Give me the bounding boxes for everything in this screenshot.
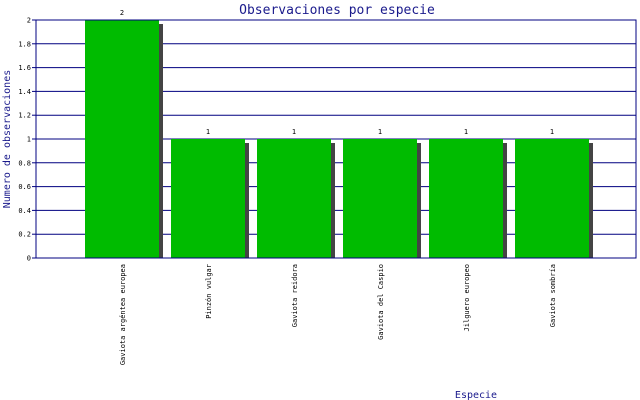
bar [257, 139, 331, 258]
y-tick-label: 0 [27, 255, 31, 263]
data-label: 1 [550, 128, 554, 136]
bar-shadow [159, 24, 163, 258]
x-tick-labels: Gaviota argéntea europea Pinzón vulgar Gav… [119, 264, 557, 365]
data-label: 1 [464, 128, 468, 136]
y-tick-label: 0.8 [18, 159, 31, 167]
bar-shadow [417, 143, 421, 258]
y-tick-label: 1.8 [18, 40, 31, 48]
y-axis-title: Numero de observaciones [2, 70, 13, 208]
data-label: 1 [206, 128, 210, 136]
data-label: 2 [120, 9, 124, 17]
bar [515, 139, 589, 258]
x-axis-title: Especie [455, 390, 497, 400]
x-tick-label: Gaviota sombría [549, 264, 557, 327]
bar [343, 139, 417, 258]
x-tick-label: Jilguero europeo [463, 264, 471, 331]
bar [429, 139, 503, 258]
y-tick-label: 1.6 [18, 64, 31, 72]
data-label: 1 [292, 128, 296, 136]
y-tick-label: 1.2 [18, 112, 31, 120]
y-tick-label: 1 [27, 136, 31, 144]
bars [85, 20, 593, 258]
bar-shadow [331, 143, 335, 258]
y-tick-label: 0.6 [18, 183, 31, 191]
bar-shadow [245, 143, 249, 258]
plot-border [35, 19, 637, 259]
plot-frame [35, 19, 637, 259]
data-label: 1 [378, 128, 382, 136]
bar [171, 139, 245, 258]
bar [85, 20, 159, 258]
data-labels: 2 1 1 1 1 1 [120, 9, 554, 136]
x-tick-label: Gaviota argéntea europea [119, 264, 127, 365]
y-tick-label: 0.4 [18, 207, 31, 215]
x-tick-label: Gaviota del Caspio [377, 264, 385, 340]
bar-shadow [589, 143, 593, 258]
y-tick-label: 0.2 [18, 231, 31, 239]
y-tick-label: 1.4 [18, 88, 31, 96]
bar-shadow [503, 143, 507, 258]
chart-title: Observaciones por especie [239, 3, 435, 18]
y-tick-label: 2 [27, 17, 31, 25]
x-tick-label: Pinzón vulgar [205, 264, 213, 319]
y-tick-labels: 0 0.2 0.4 0.6 0.8 1 1.2 1.4 1.6 1.8 2 [18, 17, 31, 263]
x-tick-label: Gaviota reidora [291, 264, 299, 327]
